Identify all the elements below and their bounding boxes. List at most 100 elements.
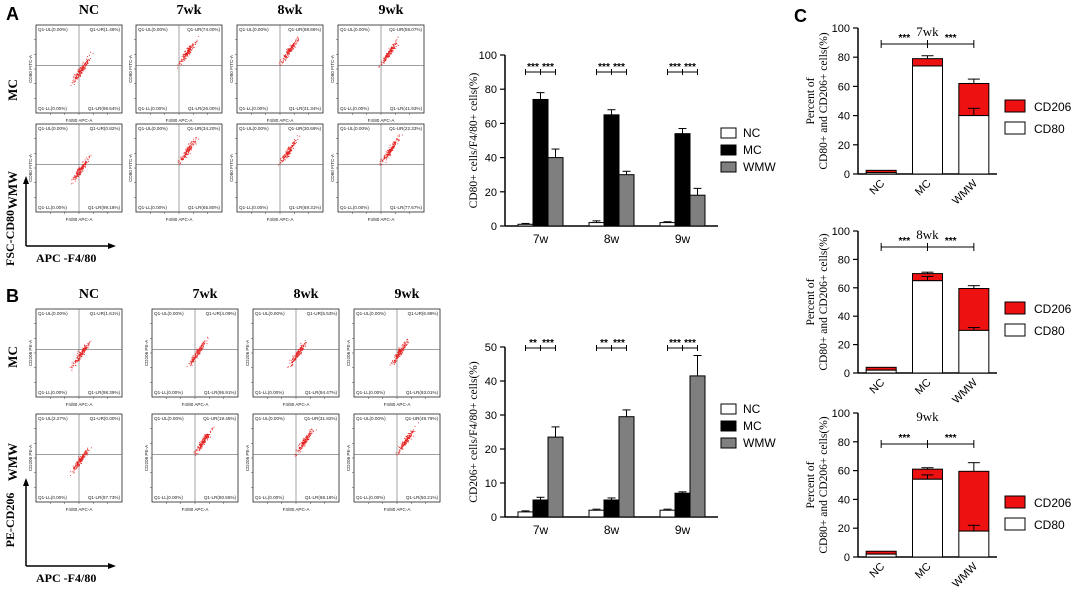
plot-y-label: CD206 PE-A [28,444,33,471]
cd206-chart-bar-wmw-9w [689,375,706,518]
quadrant-label-ul: Q1-UL(0.00%) [255,416,285,421]
cd80-chart-legend-swatch-nc [720,127,737,139]
plot-x-label: F4/80 APC-A [384,402,412,407]
cd206-chart-x-tick-label: 9w [675,523,691,537]
quadrant-label-ur: Q1-UR(0.82%) [90,126,121,131]
flow-b-row-label-wmw: WMW [5,443,20,481]
stack-8wk-bar-cd80-NC [865,369,897,374]
stacked-bar-chart-7wk: 7wk 0 20 40 60 80 100 Percent of CD80+ and CD206… [805,23,1072,207]
plot-y-label: CD206 PE-A [245,339,250,366]
stack-9wk-bar-cd80-WMW [958,530,990,558]
stack-8wk-bar-cd206-WMW [958,288,990,331]
cd80-chart-sig-label: *** [684,62,696,73]
cd80-chart-x-tick-label: 9w [675,232,691,246]
panel-letter-c: C [794,6,807,26]
stack-8wk-y-tick-label: 40 [838,311,850,323]
flow-a-col-header-9wk: 9wk [379,3,404,18]
quadrant-label-ur: Q1-UR(74.00%) [187,27,220,32]
flow-a-plot-r1-c1: Q1-UL(0.00%) Q1-UR(34.20%) Q1-LL(0.00%) Q1-… [128,123,223,222]
cd206-chart-legend-swatch-nc [720,403,737,415]
stack-7wk-sig-label: *** [945,33,957,44]
cd80-chart-legend-label-nc: NC [743,126,761,140]
cd80-grouped-bar-chart: 0 20 40 60 80 100 CD80+ cells/F4/80+ cells(%) 7… [468,50,776,246]
stack-7wk-x-tick-label: WMW [950,177,980,207]
scatter-dots [378,36,399,68]
quadrant-label-ul: Q1-UL(0.00%) [38,126,68,131]
cd206-chart-y-tick-label: 50 [485,342,497,354]
plot-y-label: CD206 PE-A [346,339,351,366]
stack-8wk-sig-label: *** [945,236,957,247]
quadrant-label-ll: Q1-LL(0.00%) [138,205,167,210]
scatter-dots [278,135,301,166]
stack-7wk-y-tick-label: 20 [838,140,850,152]
quadrant-label-lr: Q1-LR(97.73%) [88,495,121,500]
scatter-dots [186,336,209,368]
cd206-chart-sig-label: ** [529,338,537,349]
flow-a-col-header-nc: NC [79,3,99,18]
stack-7wk-bar-cd80-MC [912,65,943,175]
stack-9wk-legend-swatch-cd80 [1004,517,1026,531]
quadrant-label-ur: Q1-UR(5.53%) [307,311,338,316]
stack-9wk-title: 9wk [916,409,939,424]
cd80-chart-bar-wmw-9w [689,194,706,227]
quadrant-label-ul: Q1-UL(0.00%) [154,311,184,316]
cd80-chart-y-tick-label: 20 [485,187,497,199]
plot-x-label: F4/80 APC-A [166,217,194,222]
quadrant-label-ll: Q1-LL(0.00%) [340,205,369,210]
plot-x-label: F4/80 APC-A [283,402,311,407]
flow-b-axis-arrows [23,478,116,569]
flow-a-row-label-mc: MC [5,79,20,101]
scatter-dots [395,422,419,456]
plot-y-label: CD206 PE-A [346,444,351,471]
stack-9wk-y-tick-label: 40 [838,494,850,506]
quadrant-label-lr: Q1-LR(65.80%) [188,205,221,210]
cd206-chart-y-tick-label: 0 [491,512,497,524]
plot-x-label: F4/80 APC-A [66,402,94,407]
flow-panel-a: NC 7wk 8wk 9wk MC WMW FSC-CD80 APC -F4/8… [3,3,425,266]
cd206-chart-y-tick-label: 20 [485,444,497,456]
cd206-chart-y-tick-label: 10 [485,478,497,490]
plot-y-label: CD80 FITC-A [330,54,335,83]
cd206-chart-sig-label: *** [542,338,554,349]
flow-a-plot-r0-c1: Q1-UL(0.00%) Q1-UR(74.00%) Q1-LL(0.00%) Q1-… [128,24,223,123]
flow-b-y-axis-label: PE-CD206 [3,493,17,548]
stack-9wk-x-tick-label: MC [913,561,934,582]
quadrant-label-ur: Q1-UR(49.79%) [405,416,438,421]
quadrant-label-ul: Q1-UL(0.00%) [138,126,168,131]
quadrant-label-ll: Q1-LL(0.00%) [38,495,67,500]
cd80-chart-y-tick-label: 60 [485,118,497,130]
plot-y-label: CD206 PE-A [144,339,149,366]
cd80-chart-x-tick-label: 8w [604,232,620,246]
stack-8wk-x-tick-label: WMW [950,376,980,406]
plot-x-label: F4/80 APC-A [283,507,311,512]
quadrant-label-lr: Q1-LR(94.47%) [305,390,338,395]
scatter-dots [176,36,199,69]
plot-y-label: CD80 FITC-A [330,153,335,182]
quadrant-label-ur: Q1-UR(34.20%) [187,126,220,131]
cd206-chart-sig-label: *** [669,338,681,349]
stack-7wk-bar-cd206-MC [912,58,943,67]
stack-8wk-y-tick-label: 20 [838,340,850,352]
stack-7wk-y-tick-label: 100 [832,23,850,35]
panel-letter-a: A [6,4,19,24]
flow-a-axis-arrows [23,176,116,249]
plot-y-label: CD206 PE-A [144,444,149,471]
flow-a-col-header-8wk: 8wk [278,3,303,18]
flow-b-plot-r0-c1: Q1-UL(0.00%) Q1-UR(4.09%) Q1-LL(0.00%) Q1-L… [144,308,239,407]
cd80-chart-sig-label: *** [669,62,681,73]
cd206-chart-x-tick-label: 7w [533,523,549,537]
cd206-chart-sig-label: *** [613,338,625,349]
stack-8wk-x-tick-label: MC [913,377,934,398]
stack-7wk-x-tick-label: NC [868,178,888,198]
cd80-chart-sig-label: *** [542,62,554,73]
quadrant-label-ll: Q1-LL(0.00%) [239,205,268,210]
stack-7wk-y-tick-label: 80 [838,52,850,64]
cd206-chart-bar-wmw-8w [618,416,635,518]
plot-x-label: F4/80 APC-A [66,118,94,123]
flow-b-row-label-mc: MC [5,346,20,368]
flow-b-col-header-7wk: 7wk [193,287,218,302]
flow-b-col-header-8wk: 8wk [294,287,319,302]
plot-y-label: CD80 FITC-A [128,153,133,182]
stack-9wk-y-tick-label: 20 [838,523,850,535]
